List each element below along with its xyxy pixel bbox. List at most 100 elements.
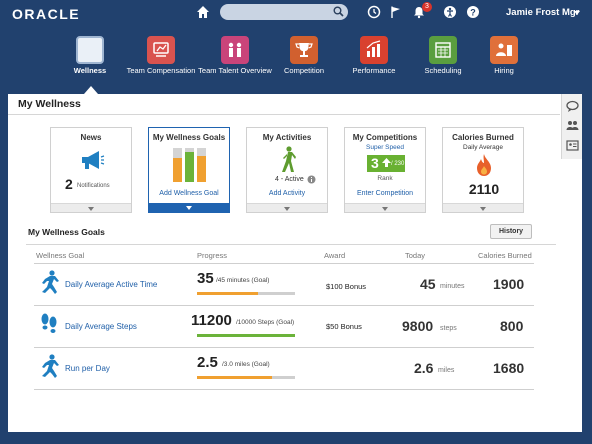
goal-name-link[interactable]: Daily Average Steps: [65, 322, 137, 331]
today-value: 45: [420, 276, 436, 292]
today-unit: minutes: [440, 283, 465, 290]
springboard-team-talent-overview[interactable]: Team Talent Overview: [195, 36, 275, 76]
card-title: My Wellness Goals: [152, 133, 226, 142]
column-header-award: Award: [324, 251, 346, 260]
info-icon[interactable]: [307, 175, 316, 184]
wellness-app-icon: [76, 36, 104, 64]
divider: [34, 389, 534, 390]
divider: [26, 244, 556, 245]
goal-name-link[interactable]: Daily Average Active Time: [65, 280, 158, 289]
chevron-down-icon: [186, 205, 192, 210]
search-field[interactable]: [220, 4, 348, 20]
card-title: Calories Burned: [452, 133, 514, 142]
card-title: My Competitions: [352, 133, 418, 142]
column-header-progress: Progress: [197, 251, 228, 260]
calories-value: 2110: [468, 181, 500, 197]
help-icon[interactable]: ?: [466, 5, 480, 19]
activities-card[interactable]: My Activities 4 - Active Add Activity: [246, 127, 328, 213]
card-expand[interactable]: [247, 203, 327, 212]
goal-name-link[interactable]: Run per Day: [65, 364, 110, 373]
divider: [34, 347, 534, 348]
notification-badge: 3: [422, 2, 432, 12]
active-count: 4 - Active: [275, 176, 304, 183]
add-activity-link[interactable]: Add Activity: [268, 190, 306, 197]
contact-card-icon[interactable]: [565, 138, 580, 153]
today-unit: miles: [438, 367, 455, 374]
flag-icon[interactable]: [389, 5, 403, 19]
performance-chart-icon: [360, 36, 388, 64]
springboard-label: Competition: [283, 66, 325, 75]
news-card[interactable]: News 2 Notifications: [50, 127, 132, 213]
page-title: My Wellness: [18, 98, 81, 110]
springboard-wellness[interactable]: Wellness: [50, 36, 130, 76]
divider: [8, 114, 560, 115]
side-toolbar: [561, 94, 582, 159]
chevron-down-icon: [88, 206, 94, 211]
rank-box: 3 / 230: [367, 155, 405, 172]
card-title: My Activities: [262, 133, 312, 142]
progress-bar-fill: [197, 376, 273, 379]
compensation-app-icon: [147, 36, 175, 64]
competition-name[interactable]: Super Speed: [366, 144, 404, 151]
springboard-scheduling[interactable]: Scheduling: [403, 36, 483, 76]
calories-subtitle: Daily Average: [463, 144, 503, 151]
springboard-label: Performance: [352, 66, 396, 75]
card-expand[interactable]: [443, 203, 523, 212]
column-header-today: Today: [405, 251, 426, 260]
add-wellness-goal-link[interactable]: Add Wellness Goal: [159, 190, 219, 197]
progress-value: 2.5: [197, 354, 218, 371]
progress-value: 35: [197, 270, 214, 287]
walking-person-icon: [282, 146, 296, 172]
springboard-label: Wellness: [73, 66, 107, 75]
award-value: $100 Bonus: [326, 282, 367, 291]
people-icon[interactable]: [565, 118, 580, 133]
goals-bars-icon: [173, 148, 206, 182]
springboard-performance[interactable]: Performance: [334, 36, 414, 76]
wellness-goals-card[interactable]: My Wellness Goals Add Wellness Goal: [148, 127, 230, 213]
competitions-card[interactable]: My Competitions Super Speed 3 / 230 Rank…: [344, 127, 426, 213]
today-value: 2.6: [414, 360, 434, 376]
active-app-pointer: [84, 86, 98, 94]
springboard-label: Team Compensation: [126, 66, 196, 75]
springboard-team-compensation[interactable]: Team Compensation: [121, 36, 201, 76]
calories-card[interactable]: Calories Burned Daily Average 2110: [442, 127, 524, 213]
card-title: News: [80, 133, 102, 142]
home-icon[interactable]: [196, 5, 210, 19]
progress-bar-fill: [197, 292, 258, 295]
progress-goal: /10000 Steps (Goal): [236, 319, 295, 326]
global-header: ORACLE 3 ? Jamie Frost Mgr: [0, 0, 592, 26]
chat-icon[interactable]: [565, 99, 580, 114]
chevron-down-icon: [284, 206, 290, 211]
accessibility-icon[interactable]: [443, 5, 457, 19]
footprints-icon: [41, 313, 57, 333]
chevron-down-icon[interactable]: [574, 11, 580, 15]
search-icon[interactable]: [333, 6, 344, 17]
clock-icon[interactable]: [367, 5, 381, 19]
search-input[interactable]: [228, 5, 328, 19]
running-person-icon: [42, 270, 59, 294]
progress-value: 11200: [191, 312, 232, 329]
hiring-icon: [490, 36, 518, 64]
award-value: $50 Bonus: [326, 322, 362, 331]
today-value: 9800: [402, 318, 434, 334]
springboard-competition[interactable]: Competition: [264, 36, 344, 76]
section-title: My Wellness Goals: [28, 227, 105, 237]
history-button[interactable]: History: [490, 224, 532, 239]
running-person-icon: [42, 354, 59, 378]
user-menu[interactable]: Jamie Frost Mgr: [506, 7, 580, 18]
enter-competition-link[interactable]: Enter Competition: [356, 190, 414, 197]
svg-text:?: ?: [470, 8, 476, 18]
arrow-up-icon: [382, 158, 391, 167]
springboard-hiring[interactable]: Hiring: [464, 36, 544, 76]
calories-burned-value: 1680: [493, 360, 525, 376]
card-expand[interactable]: [51, 203, 131, 212]
card-expand[interactable]: [149, 203, 229, 212]
today-unit: steps: [440, 325, 457, 332]
progress-goal: /45 minutes (Goal): [216, 277, 270, 284]
progress-bar: [197, 334, 295, 337]
oracle-logo[interactable]: ORACLE: [12, 6, 81, 22]
card-expand[interactable]: [345, 203, 425, 212]
bell-icon[interactable]: [412, 5, 426, 19]
calories-burned-value: 1900: [493, 276, 525, 292]
rank-total: / 230: [391, 161, 405, 167]
